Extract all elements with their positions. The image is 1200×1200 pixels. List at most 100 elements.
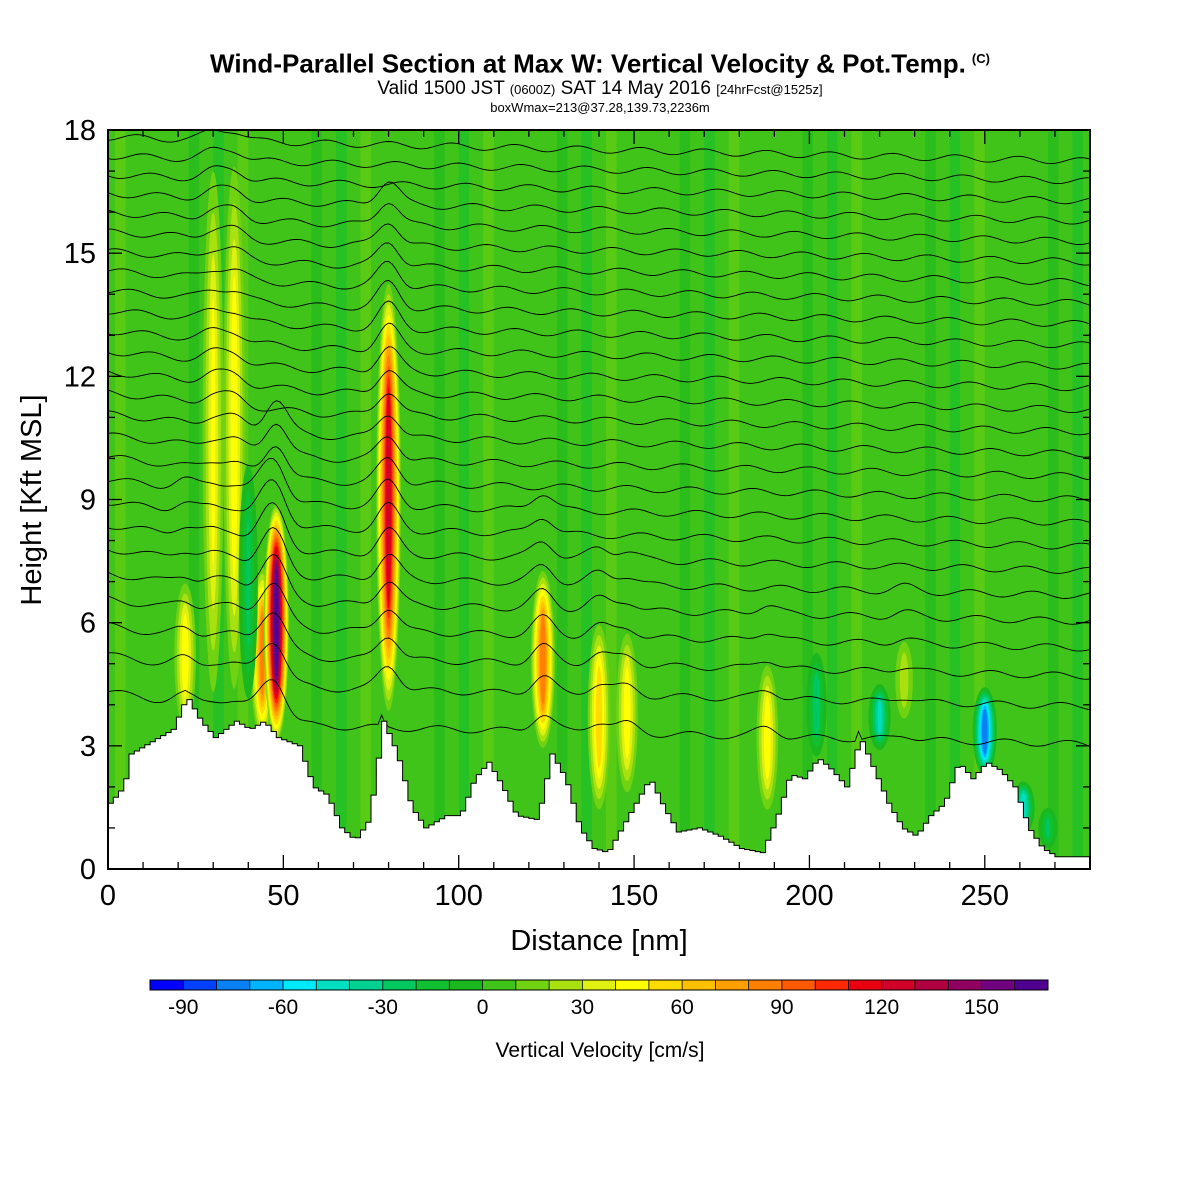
downdraft-plume bbox=[806, 652, 827, 757]
chart-subtitle: Valid 1500 JST (0600Z) SAT 14 May 2016 [… bbox=[0, 77, 1200, 100]
colorbar-swatch bbox=[648, 980, 683, 990]
colorbar-swatch bbox=[981, 980, 1016, 990]
isentrope-line bbox=[108, 279, 1090, 327]
isentrope-line bbox=[108, 368, 1090, 414]
y-axis-label: Height [Kft MSL] bbox=[16, 394, 48, 605]
copyright-mark: (C) bbox=[971, 51, 990, 66]
field-band bbox=[753, 130, 764, 869]
chart-title: Wind-Parallel Section at Max W: Vertical… bbox=[0, 44, 1200, 79]
field-band bbox=[335, 130, 347, 869]
colorbar-tick-label: -90 bbox=[168, 996, 198, 1019]
x-tick-label: 200 bbox=[785, 880, 833, 912]
y-tick-label: 3 bbox=[80, 731, 96, 763]
valid-time: Valid 1500 JST bbox=[377, 77, 505, 99]
plume-contour bbox=[763, 695, 771, 780]
plume-contour bbox=[595, 665, 603, 769]
plume-contour bbox=[877, 700, 882, 734]
isentrope-line bbox=[108, 679, 1090, 747]
updraft-plume bbox=[263, 503, 289, 742]
isentrope-line bbox=[108, 400, 1090, 458]
terrain bbox=[108, 699, 1090, 869]
field-band bbox=[164, 130, 175, 869]
plume-contour bbox=[260, 611, 265, 696]
isentrope-line bbox=[108, 389, 1090, 436]
y-tick-label: 6 bbox=[80, 608, 96, 640]
field-band bbox=[876, 130, 887, 869]
colorbar-tick-label: 120 bbox=[864, 996, 899, 1019]
colorbar-label: Vertical Velocity [cm/s] bbox=[496, 1039, 705, 1062]
isentrope-line bbox=[108, 146, 1090, 185]
title-block: Wind-Parallel Section at Max W: Vertical… bbox=[0, 44, 1200, 115]
plume-contour bbox=[812, 672, 821, 738]
plume-contour bbox=[899, 652, 909, 708]
field-band bbox=[286, 130, 298, 869]
updraft-plume bbox=[202, 171, 224, 693]
colorbar: -90 -60 -30 0 30 60 90 120 150 bbox=[149, 979, 1049, 1019]
colorbar-tick-label: 60 bbox=[670, 996, 693, 1019]
isentrope-line bbox=[108, 165, 1090, 205]
colorbar-swatch bbox=[482, 980, 517, 990]
plot-area bbox=[108, 130, 1090, 869]
updraft-plume bbox=[587, 624, 611, 810]
plume-contour bbox=[540, 614, 546, 706]
updraft-plume bbox=[174, 583, 196, 728]
field-band bbox=[704, 130, 715, 869]
plume-contour bbox=[181, 613, 189, 698]
isentrope-line bbox=[108, 181, 1090, 225]
colorbar-swatch bbox=[848, 980, 883, 990]
colorbar-swatch bbox=[682, 980, 716, 990]
field-band bbox=[360, 130, 372, 869]
field-band bbox=[925, 130, 936, 869]
colorbar-swatch bbox=[316, 980, 351, 990]
field-band bbox=[728, 130, 740, 869]
field-band bbox=[188, 130, 200, 869]
colorbar-tick-label: 0 bbox=[477, 996, 489, 1019]
isentrope-line bbox=[108, 346, 1090, 392]
plume-contour bbox=[211, 295, 216, 568]
y-tick-label: 9 bbox=[80, 485, 96, 517]
isentrope-line bbox=[108, 612, 1090, 680]
field-band bbox=[777, 130, 789, 869]
isentrope-line bbox=[108, 446, 1090, 503]
colorbar-tick-label: -30 bbox=[368, 996, 398, 1019]
colorbar-swatch bbox=[249, 980, 284, 990]
x-tick-label: 250 bbox=[961, 880, 1009, 912]
field-band bbox=[630, 130, 642, 869]
colorbar-swatch bbox=[216, 980, 251, 990]
valid-date: SAT 14 May 2016 bbox=[560, 77, 711, 99]
field-band bbox=[949, 130, 961, 869]
colorbar-swatch bbox=[416, 980, 450, 990]
field-band bbox=[311, 130, 322, 869]
colorbar-swatch bbox=[914, 980, 949, 990]
x-tick-label: 150 bbox=[610, 880, 658, 912]
x-tick-label: 50 bbox=[267, 880, 299, 912]
updraft-plume bbox=[530, 571, 555, 748]
updraft-plume bbox=[376, 283, 401, 711]
field-band bbox=[483, 130, 494, 869]
field-band bbox=[458, 130, 470, 869]
isentropes bbox=[108, 130, 1090, 747]
colorbar-tick-label: -60 bbox=[268, 996, 298, 1019]
isentrope-line bbox=[108, 457, 1090, 526]
isentrope-line bbox=[108, 642, 1090, 711]
isentrope-line bbox=[108, 502, 1090, 574]
downdraft-plume bbox=[868, 684, 891, 750]
colorbar-swatch bbox=[349, 980, 384, 990]
downdraft-plume bbox=[1038, 807, 1058, 849]
updraft-plume bbox=[895, 641, 913, 719]
forecast-info: [24hrFcst@1525z] bbox=[716, 81, 823, 97]
field-band bbox=[262, 130, 273, 869]
field-band bbox=[581, 130, 592, 869]
isentrope-line bbox=[108, 479, 1090, 550]
utc-time: (0600Z) bbox=[509, 81, 556, 97]
x-tick-label: 0 bbox=[100, 880, 116, 912]
x-axis-label: Distance [nm] bbox=[510, 925, 687, 957]
field-band bbox=[851, 130, 863, 869]
updraft-plume bbox=[616, 633, 638, 793]
updraft-plume bbox=[756, 665, 779, 810]
isentrope-line bbox=[108, 242, 1090, 287]
field-band bbox=[900, 130, 912, 869]
y-axis: 0 3 6 9 12 15 18 bbox=[64, 115, 1090, 886]
colorbar-swatch bbox=[449, 980, 484, 990]
